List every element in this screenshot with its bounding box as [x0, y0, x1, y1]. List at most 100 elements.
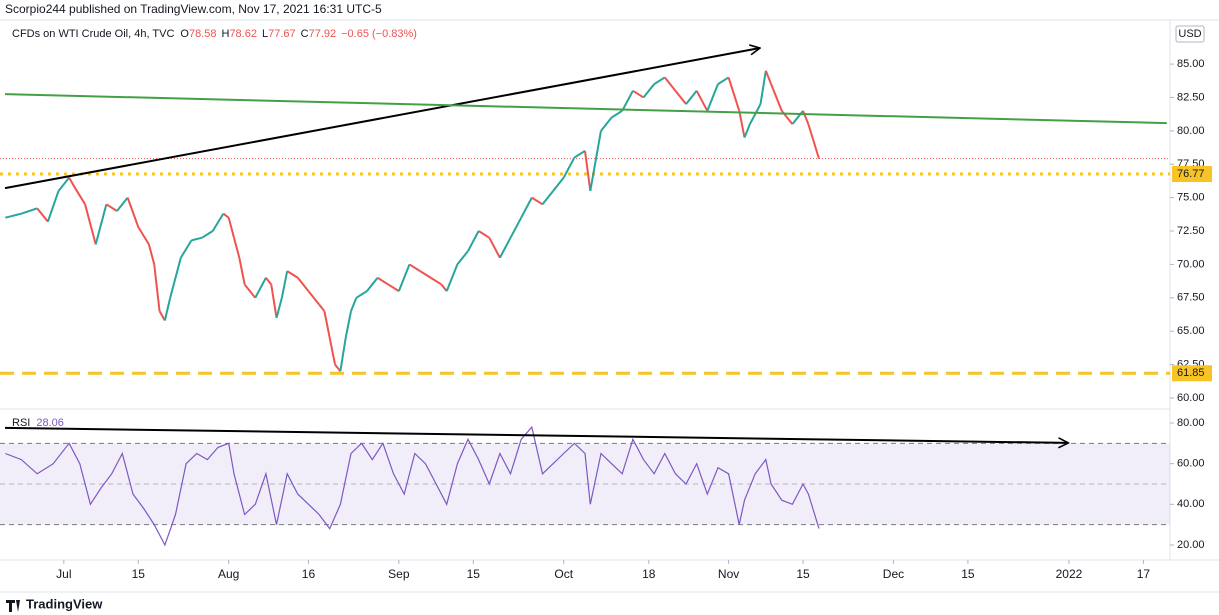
price-segment	[377, 276, 389, 286]
y-tick-label: 82.50	[1177, 91, 1205, 103]
price-segment	[552, 176, 565, 192]
price-segment	[20, 207, 38, 215]
price-segment	[807, 123, 820, 159]
currency[interactable]: USD	[1178, 28, 1201, 40]
price-segment	[169, 257, 182, 299]
price-segment	[419, 270, 432, 279]
price-label-box	[1172, 365, 1212, 382]
price-segment	[227, 217, 235, 238]
price-segment	[116, 197, 129, 212]
price-segment	[397, 264, 411, 292]
y-tick-label: 75.00	[1177, 192, 1205, 204]
price-segment	[541, 190, 554, 205]
price-segment	[68, 177, 76, 188]
price-segment	[562, 157, 576, 179]
price-segment	[222, 212, 230, 219]
price-segment	[344, 310, 352, 339]
price-segment	[334, 363, 342, 372]
price-segment	[243, 283, 257, 299]
y-tick-label: 20.00	[1177, 539, 1205, 551]
y-tick-label: 67.50	[1177, 292, 1205, 304]
ohlc-value: 77.92	[309, 28, 337, 40]
x-tick-label: Oct	[554, 567, 573, 581]
price-segment	[706, 83, 719, 112]
price-segment	[323, 310, 331, 339]
price-segment	[147, 244, 156, 265]
price-segment	[73, 186, 86, 205]
y-tick-label: 60.00	[1177, 392, 1205, 404]
price-segment	[46, 190, 60, 223]
rsi-line	[5, 425, 820, 547]
rsi-title: RSI	[12, 417, 30, 429]
price-segment	[717, 76, 730, 85]
price-segment	[573, 150, 586, 159]
price-segment	[126, 197, 140, 228]
y-tick-label: 70.00	[1177, 258, 1205, 270]
price-segment	[318, 303, 326, 312]
price-segment	[5, 212, 22, 219]
price-segment	[94, 204, 108, 245]
price-segment	[456, 250, 469, 266]
price-segment	[286, 270, 299, 279]
price-segment	[158, 310, 166, 322]
ohlc-value: 77.67	[268, 28, 296, 40]
trend-line	[4, 426, 1068, 443]
price-segment	[759, 70, 767, 105]
price-segment	[770, 83, 783, 112]
trend-line	[4, 48, 760, 190]
price-segment	[297, 277, 310, 292]
price-segment	[153, 264, 161, 312]
x-tick-label: 18	[642, 567, 656, 581]
ohlc-key: C	[301, 28, 309, 40]
price-segment	[478, 230, 490, 239]
x-tick-label: 15	[961, 567, 975, 581]
price-segment	[408, 263, 421, 272]
price-segment	[233, 237, 241, 258]
price-segment	[307, 290, 320, 306]
price-segment	[328, 337, 337, 365]
x-tick-label: Sep	[388, 567, 410, 581]
price-segment	[163, 297, 172, 321]
publisher: Scorpio244 published on TradingView.com,…	[5, 2, 382, 16]
symbol-title: CFDs on WTI Crude Oil, 4h, TVC	[12, 28, 174, 40]
x-tick-label: 15	[467, 567, 481, 581]
change: −0.65 (−0.83%)	[341, 28, 417, 40]
price-segment	[509, 217, 523, 239]
price-segment	[238, 257, 246, 285]
x-tick-label: Jul	[56, 567, 71, 581]
x-tick-label: 15	[132, 567, 146, 581]
price-segment	[748, 103, 762, 125]
rsi-value: 28.06	[36, 417, 64, 429]
price-segment	[57, 176, 70, 192]
price-segment	[366, 277, 379, 292]
trend-line	[4, 93, 1167, 125]
price-segment	[642, 83, 655, 99]
price-segment	[179, 239, 193, 259]
price-segment	[350, 297, 358, 312]
y-tick-label: 85.00	[1177, 58, 1205, 70]
x-tick-label: Dec	[883, 567, 904, 581]
price-segment	[611, 109, 623, 119]
price-segment	[727, 77, 741, 112]
price-segment	[488, 237, 501, 259]
price-segment	[211, 213, 225, 232]
price-segment	[520, 197, 533, 219]
y-tick-label: 80.00	[1177, 417, 1205, 429]
price-segment	[674, 90, 687, 105]
x-tick-label: Aug	[218, 567, 239, 581]
ohlc-key: L	[262, 28, 268, 40]
price-label: 61.85	[1177, 367, 1205, 379]
price-segment	[254, 277, 267, 299]
y-tick-label: 72.50	[1177, 225, 1205, 237]
price-segment	[445, 264, 459, 292]
price-segment	[600, 116, 613, 132]
price-segment	[137, 226, 150, 245]
x-tick-label: Nov	[718, 567, 739, 581]
price-segment	[695, 90, 709, 112]
price-segment	[802, 110, 810, 125]
price-segment	[275, 297, 283, 319]
price-label: 76.77	[1177, 168, 1205, 180]
price-segment	[685, 90, 698, 105]
currency-box[interactable]	[1175, 25, 1205, 43]
